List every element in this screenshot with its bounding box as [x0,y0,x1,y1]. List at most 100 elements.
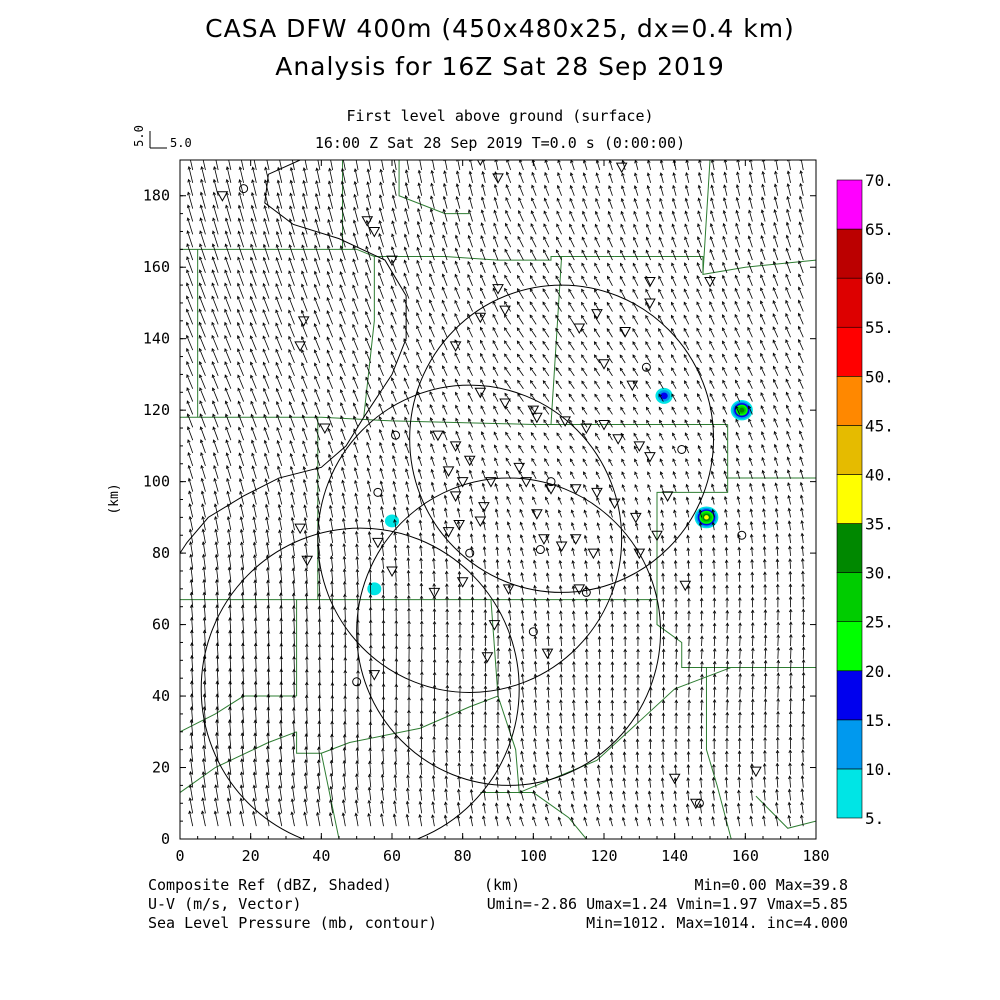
wind-shaft [292,568,295,582]
wind-vector [237,243,244,261]
wind-shaft [253,160,257,171]
wind-head [277,465,281,470]
wind-shaft [304,530,308,544]
wind-shaft [224,309,232,325]
wind-shaft [229,605,232,621]
wind-vector [288,401,295,415]
wind-shaft [254,720,257,737]
wind-vector [202,566,206,582]
wind-shaft [275,296,283,312]
wind-vector [227,553,232,569]
wind-shaft [279,772,283,788]
wind-head [289,192,293,197]
wind-shaft [250,362,257,377]
wind-vector [237,374,244,389]
wind-vector [225,166,232,183]
wind-shaft [252,167,257,183]
wind-vector [301,414,308,428]
wind-head [292,668,296,673]
wind-vector [266,579,270,595]
wind-shaft [237,296,244,312]
wind-vector [304,694,309,711]
wind-shaft [225,401,232,415]
wind-vector [288,375,295,389]
wind-vector [265,554,270,569]
wind-head [199,439,204,443]
wind-shaft [293,605,295,621]
wind-shaft [293,707,295,724]
wind-shaft [254,605,257,621]
wind-head [262,309,266,313]
wind-shaft [225,205,232,222]
wind-head [214,154,217,157]
wind-vector [289,166,295,183]
wind-vector [275,322,283,338]
wind-vector [226,797,232,814]
wind-shaft [226,179,232,196]
wind-shaft [301,388,308,402]
wind-vector [189,553,194,569]
wind-shaft [190,541,194,557]
wind-shaft [202,771,206,788]
wind-shaft [288,388,295,402]
echo-cell [384,514,400,528]
wind-vector [225,413,232,428]
wind-head [251,465,255,470]
wind-shaft [216,668,219,685]
wind-shaft [199,335,206,351]
wind-head [238,452,242,457]
wind-vector [240,758,244,775]
wind-head [275,230,280,235]
wind-head [201,528,206,533]
wind-head [200,464,204,469]
county-line [755,795,816,829]
wind-head [304,605,309,610]
wind-vector [211,321,219,338]
wind-head [238,179,242,183]
wind-shaft [241,772,244,788]
wind-head [211,387,216,392]
wind-head [290,785,295,789]
wind-shaft [191,668,194,685]
wind-head [224,256,228,261]
wind-vector [190,160,194,171]
wind-vector [227,771,232,788]
wind-shaft [280,656,283,672]
wind-vector [237,204,244,222]
wind-head [252,771,257,776]
wind-vector [238,179,244,196]
wind-shaft [215,784,219,801]
wind-vector [224,269,232,286]
wind-vector [265,771,270,788]
wind-shaft [224,348,232,364]
wind-head [239,528,244,533]
wind-vector [188,784,194,801]
wind-vector [224,230,232,248]
wind-vector [198,334,206,351]
wind-vector [236,308,244,325]
wind-shaft [215,529,219,544]
wind-vector [237,256,244,274]
wind-shaft [293,682,295,698]
wind-vector [224,361,232,377]
wind-head [226,516,231,520]
wind-vector [250,426,257,441]
wind-shaft [203,706,206,724]
wind-head [251,478,256,482]
wind-vector [240,745,244,762]
wind-vector [202,744,206,762]
wind-head [199,230,203,235]
wind-shaft [255,618,257,634]
wind-shaft [228,745,232,762]
wind-vector [187,477,194,492]
wind-shaft [266,555,270,569]
wind-head [290,798,295,802]
wind-shaft [254,759,257,775]
wind-vector [278,529,283,544]
wind-shaft [446,571,448,582]
wind-vector [225,452,232,467]
wind-vector [288,283,295,299]
wind-vector [224,217,232,235]
wind-head [187,452,191,456]
wind-head [291,554,295,559]
